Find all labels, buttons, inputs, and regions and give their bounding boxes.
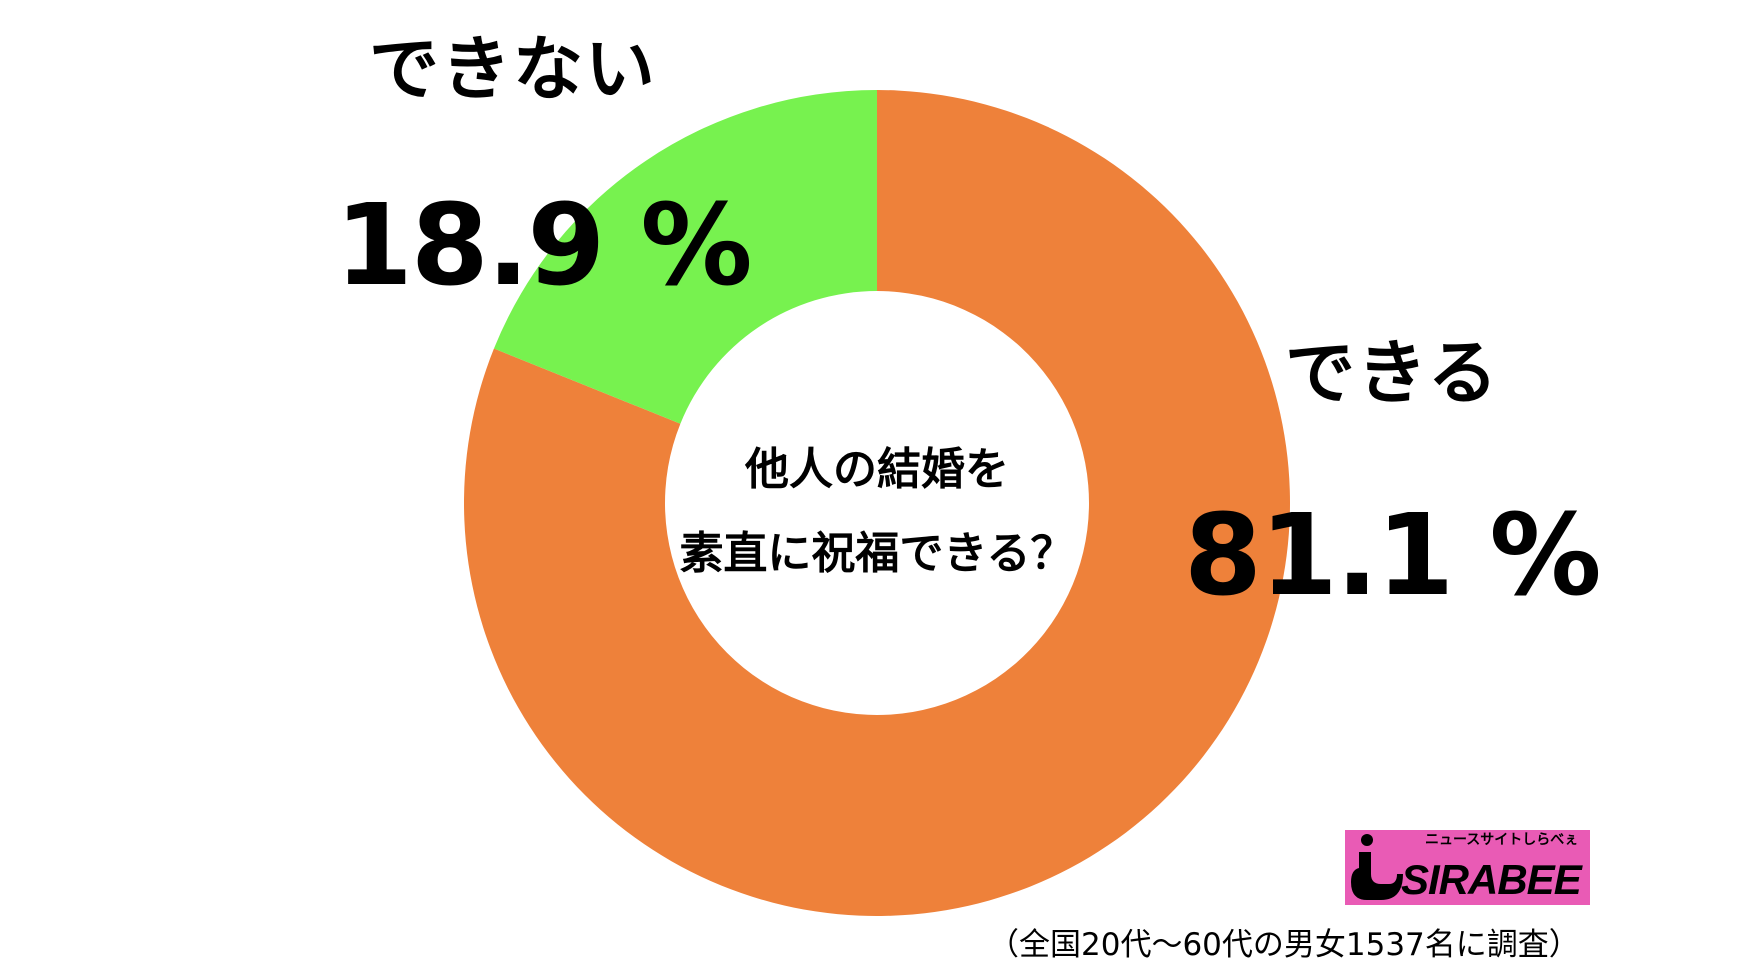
logo-name: SIRABEE [1401, 856, 1582, 903]
center-title-line-1: 他人の結婚を [745, 444, 1009, 495]
logo-mascot-icon [1351, 834, 1403, 900]
sirabee-logo: ニュースサイトしらべぇ SIRABEE [1345, 830, 1590, 905]
slice-value-cannot: 18.9 % [335, 181, 753, 311]
survey-note: （全国20代〜60代の男女1537名に調査） [988, 927, 1580, 963]
slice-label-can: できる [1285, 332, 1500, 414]
donut-slice-0 [463, 90, 1290, 916]
logo-tagline: ニュースサイトしらべぇ [1425, 832, 1579, 848]
slice-label-cannot: できない [369, 28, 657, 110]
slice-value-can: 81.1 % [1184, 491, 1602, 621]
center-title-line-2: 素直に祝福できる？ [679, 528, 1075, 579]
donut-slice-1 [493, 90, 877, 424]
